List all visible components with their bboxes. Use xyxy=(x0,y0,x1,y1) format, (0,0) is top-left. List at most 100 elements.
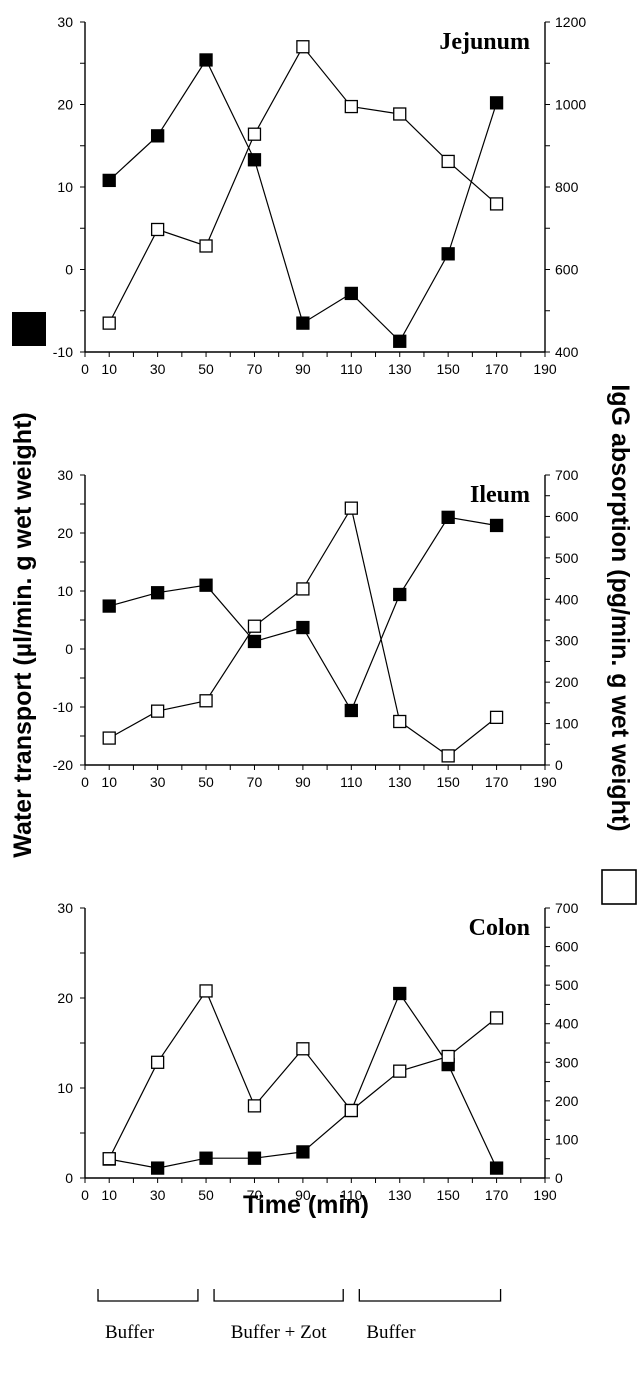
water-transport-point xyxy=(199,1151,213,1165)
water-transport-point xyxy=(296,1145,310,1159)
chart-panel-ileum: 0 10 30 50 70 90 110 130 150 170 190-20-1001020300… xyxy=(53,467,579,790)
phase-bracket-line xyxy=(358,1289,502,1302)
water-transport-point xyxy=(150,1161,165,1175)
igg-absorption-point xyxy=(441,1049,455,1064)
water-transport-point xyxy=(296,620,310,635)
panel-title: Colon xyxy=(469,915,530,941)
left-tick-label: 0 xyxy=(65,1170,73,1186)
water-transport-point xyxy=(441,247,455,261)
phase-brackets: Buffer Buffer + Zot Buffer xyxy=(97,1289,502,1343)
phase-bracket-line xyxy=(97,1289,199,1302)
x-tick-label: 10 xyxy=(101,774,117,790)
chart-panel-colon: 0 10 30 50 70 90 110 130 150 170 19001020300100200… xyxy=(57,900,578,1203)
igg-absorption-line xyxy=(108,989,497,1159)
x-tick-label: 190 xyxy=(533,361,557,377)
x-tick-label: 190 xyxy=(533,774,557,790)
left-tick-label: 10 xyxy=(57,583,73,599)
x-tick-label: 170 xyxy=(485,1187,509,1203)
x-tick-label: 150 xyxy=(436,361,460,377)
right-tick-label: 1000 xyxy=(555,97,586,113)
phase-bracket: Buffer xyxy=(358,1289,502,1343)
water-transport-point xyxy=(344,286,358,301)
igg-absorption-point xyxy=(296,1042,310,1056)
igg-absorption-point xyxy=(199,239,213,253)
igg-absorption-point xyxy=(441,749,455,763)
right-tick-label: 800 xyxy=(555,179,579,195)
x-tick-label: 130 xyxy=(388,361,412,377)
water-transport-line xyxy=(109,516,497,712)
igg-absorption-point xyxy=(344,99,358,114)
x-tick-label: 30 xyxy=(150,1187,166,1203)
igg-absorption-point xyxy=(102,316,116,330)
x-tick-label: 150 xyxy=(436,1187,460,1203)
right-tick-label: 0 xyxy=(555,757,563,773)
x-tick-label: 50 xyxy=(198,361,214,377)
x-tick-label: 110 xyxy=(340,774,363,790)
chart-panel-jejunum: 0 10 30 50 70 90 110 130 150 170 190 -10 0 10 20 30 400 6… xyxy=(53,14,587,377)
filled-square-legend-icon xyxy=(12,312,46,346)
right-tick-label: 300 xyxy=(555,1054,579,1070)
phase-bracket: Buffer + Zot xyxy=(213,1289,344,1343)
x-tick-label: 90 xyxy=(295,774,311,790)
x-tick-label: 30 xyxy=(150,361,166,377)
right-tick-label: 500 xyxy=(555,550,579,566)
x-tick-label: 90 xyxy=(295,361,311,377)
water-transport-point xyxy=(150,129,165,143)
igg-absorption-point xyxy=(199,694,213,708)
water-transport-point xyxy=(393,587,407,602)
panel-title: Ileum xyxy=(470,482,530,508)
water-transport-point xyxy=(489,96,504,110)
right-tick-label: 600 xyxy=(555,262,579,278)
panel-title: Jejunum xyxy=(439,29,530,55)
left-tick-label: 30 xyxy=(57,900,73,916)
water-transport-point xyxy=(489,518,504,533)
x-tick-label: 170 xyxy=(485,774,509,790)
x-tick-label: 130 xyxy=(388,774,412,790)
right-tick-label: 200 xyxy=(555,1093,579,1109)
igg-absorption-point xyxy=(489,710,504,725)
water-transport-line xyxy=(108,58,498,343)
igg-absorption-point xyxy=(344,1103,358,1118)
water-transport-line xyxy=(109,992,498,1169)
water-transport-point xyxy=(247,153,262,167)
igg-absorption-point xyxy=(199,984,213,998)
igg-absorption-point xyxy=(296,582,310,596)
right-tick-label: 700 xyxy=(555,900,579,916)
water-transport-point xyxy=(344,703,358,718)
chart-panels: 0 10 30 50 70 90 110 130 150 170 190 -10 0 10 20 30 400 6… xyxy=(53,14,587,1203)
x-tick-label: 90 xyxy=(295,1187,311,1203)
x-tick-label: 50 xyxy=(198,774,214,790)
water-transport-point xyxy=(199,53,213,67)
water-transport-point xyxy=(199,578,213,592)
igg-absorption-point xyxy=(247,619,262,633)
igg-absorption-point xyxy=(296,40,310,54)
x-tick-label: 150 xyxy=(436,774,460,790)
igg-absorption-point xyxy=(247,127,262,141)
left-tick-label: 30 xyxy=(57,14,73,30)
x-tick-label: 70 xyxy=(247,361,263,377)
x-tick-label: 50 xyxy=(198,1187,214,1203)
open-square-legend-icon xyxy=(601,869,637,905)
igg-absorption-line xyxy=(108,45,497,324)
x-tick-label: 110 xyxy=(340,1187,363,1203)
phase-label: Buffer xyxy=(105,1322,155,1343)
x-tick-label: 170 xyxy=(485,361,509,377)
igg-absorption-point xyxy=(489,1011,504,1025)
right-tick-label: 600 xyxy=(555,508,579,524)
water-transport-point xyxy=(102,173,116,188)
right-tick-label: 500 xyxy=(555,977,579,993)
x-tick-label: 30 xyxy=(150,774,166,790)
left-tick-label: 0 xyxy=(65,641,73,657)
phase-bracket-line xyxy=(213,1289,344,1302)
igg-absorption-point xyxy=(150,222,165,237)
left-tick-label: 20 xyxy=(57,97,73,113)
right-tick-label: 600 xyxy=(555,939,579,955)
phase-bracket: Buffer xyxy=(97,1289,199,1343)
igg-absorption-point xyxy=(441,154,455,169)
igg-absorption-point xyxy=(102,1152,116,1166)
water-transport-point xyxy=(150,586,165,600)
igg-absorption-point xyxy=(489,197,504,211)
x-tick-label: 70 xyxy=(247,1187,263,1203)
right-tick-label: 0 xyxy=(555,1170,563,1186)
